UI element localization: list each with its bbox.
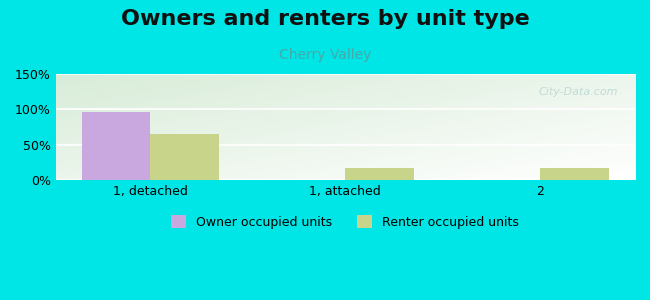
Bar (150, 134, 218, 180)
Text: Cherry Valley: Cherry Valley (279, 48, 371, 62)
Bar (82, 112, 150, 180)
Bar (345, 167, 413, 180)
Text: Owners and renters by unit type: Owners and renters by unit type (121, 9, 529, 29)
Legend: Owner occupied units, Renter occupied units: Owner occupied units, Renter occupied un… (166, 210, 525, 234)
Bar (540, 167, 608, 180)
Text: City-Data.com: City-Data.com (538, 87, 617, 97)
